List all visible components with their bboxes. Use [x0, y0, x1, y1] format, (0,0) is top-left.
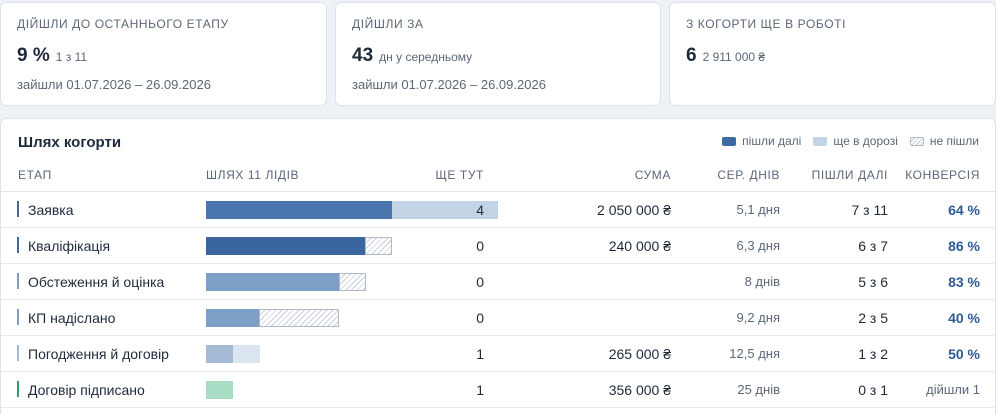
legend-swatch-left [909, 136, 924, 146]
legend-moved-on: пішли далі [722, 134, 801, 148]
still-here-count: 0 [476, 238, 484, 254]
table-row[interactable]: Заявка 4 2 050 000 ₴ 5,1 дня 7 з 11 64 % [1, 192, 996, 228]
table-row[interactable]: КП надіслано 0 9,2 дня 2 з 5 40 % [1, 300, 996, 336]
kpi-title: З когорти ще в роботі [686, 17, 847, 31]
still-here-count: 1 [476, 346, 484, 362]
kpi-card-last-stage: Дійшли до останнього етапу 9 % 1 з 11 за… [0, 2, 327, 106]
path-bar [206, 237, 392, 255]
moved-on-count: 7 з 11 [851, 202, 888, 218]
stage-marker [17, 309, 19, 325]
moved-on-count: 5 з 6 [858, 274, 888, 290]
bar-segment-moved-on [206, 201, 392, 219]
kpi-date-range: зайшли 01.07.2026 – 26.09.2026 [352, 77, 546, 92]
path-bar [206, 273, 366, 291]
stage-marker [17, 345, 19, 361]
header-stage: Етап [18, 168, 52, 182]
stage-marker [17, 237, 19, 253]
moved-on-count: 0 з 1 [858, 382, 888, 398]
bar-segment-moved-on [206, 237, 365, 255]
bar-segment-on-the-way [206, 381, 233, 399]
sum-value: 356 000 ₴ [608, 382, 671, 398]
avg-days: 8 днів [744, 274, 780, 289]
header-path: Шлях 11 лідів [206, 168, 300, 182]
moved-on-count: 1 з 2 [858, 346, 888, 362]
still-here-count: 4 [476, 202, 484, 218]
kpi-sub: 1 з 11 [55, 50, 88, 64]
moved-on-count: 2 з 5 [858, 310, 888, 326]
conversion-value: дійшли 1 [926, 382, 980, 397]
conversion-value: 40 % [948, 310, 980, 326]
still-here-count: 0 [476, 274, 484, 290]
table-row[interactable]: Обстеження й оцінка 0 8 днів 5 з 6 83 % [1, 264, 996, 300]
path-bar [206, 345, 260, 363]
legend-label: пішли далі [742, 134, 802, 148]
conversion-value: 86 % [948, 238, 980, 254]
avg-days: 12,5 дня [729, 346, 780, 361]
legend-swatch-moved-on [722, 136, 737, 146]
still-here-count: 0 [476, 310, 484, 326]
header-days: Сер. днів [717, 168, 780, 182]
bar-segment-moved-on [206, 273, 339, 291]
bar-segment-moved-on [206, 309, 259, 327]
cohort-path-panel: Шлях когорти пішли далі ще в дорозі не п… [0, 118, 996, 414]
path-bar [206, 201, 498, 219]
kpi-title: Дійшли за [352, 17, 424, 31]
bar-segment-on-the-way [233, 345, 260, 363]
header-sum: Сума [634, 168, 671, 182]
header-moved: Пішли далі [811, 168, 888, 182]
stage-name: Договір підписано [28, 382, 145, 398]
avg-days: 25 днів [737, 382, 780, 397]
stage-marker [17, 381, 19, 397]
bar-segment-on-the-way [392, 201, 498, 219]
path-bar [206, 381, 233, 399]
stage-marker [17, 201, 19, 217]
still-here-count: 1 [476, 382, 484, 398]
kpi-value: 43 [352, 45, 374, 66]
table-row[interactable]: Погодження й договір 1 265 000 ₴ 12,5 дня 1 … [1, 336, 996, 372]
legend-on-the-way: ще в дорозі [813, 134, 898, 148]
legend: пішли далі ще в дорозі не пішли [722, 134, 979, 148]
path-bar [206, 309, 339, 327]
moved-on-count: 6 з 7 [858, 238, 888, 254]
legend-label: не пішли [929, 134, 979, 148]
panel-title: Шлях когорти [18, 134, 122, 151]
conversion-value: 64 % [948, 202, 980, 218]
conversion-value: 50 % [948, 346, 980, 362]
bar-segment-moved-on [206, 345, 233, 363]
sum-value: 240 000 ₴ [608, 238, 671, 254]
stage-name: Погодження й договір [28, 346, 169, 362]
avg-days: 5,1 дня [736, 202, 781, 217]
legend-left: не пішли [909, 134, 979, 148]
stage-name: КП надіслано [28, 310, 116, 326]
kpi-value: 6 [686, 45, 697, 66]
kpi-title: Дійшли до останнього етапу [17, 17, 229, 31]
kpi-sub: 2 911 000 ₴ [702, 50, 766, 64]
kpi-sub: дн у середньому [379, 50, 473, 64]
stage-name: Заявка [28, 202, 74, 218]
kpi-card-avg-days: Дійшли за 43 дн у середньому зайшли 01.0… [335, 2, 661, 106]
table-row[interactable]: Договір підписано 1 356 000 ₴ 25 днів 0 з 1 д… [1, 372, 996, 408]
header-here: Ще тут [435, 168, 484, 182]
bar-segment-left [339, 273, 366, 291]
legend-label: ще в дорозі [833, 134, 898, 148]
table-header: Етап Шлях 11 лідів Ще тут Сума Сер. днів… [1, 166, 996, 192]
header-conversion: Конверсія [905, 168, 980, 182]
bar-segment-left [259, 309, 339, 327]
kpi-card-in-progress: З когорти ще в роботі 6 2 911 000 ₴ [669, 2, 996, 106]
avg-days: 9,2 дня [736, 310, 781, 325]
kpi-date-range: зайшли 01.07.2026 – 26.09.2026 [17, 77, 211, 92]
avg-days: 6,3 дня [736, 238, 781, 253]
table-row[interactable]: Кваліфікація 0 240 000 ₴ 6,3 дня 6 з 7 86 % [1, 228, 996, 264]
sum-value: 2 050 000 ₴ [597, 202, 671, 218]
stage-marker [17, 273, 19, 289]
conversion-value: 83 % [948, 274, 980, 290]
kpi-value: 9 % [17, 45, 50, 66]
stage-name: Кваліфікація [28, 238, 111, 254]
sum-value: 265 000 ₴ [608, 346, 671, 362]
bar-segment-left [365, 237, 392, 255]
legend-swatch-on-the-way [813, 136, 828, 146]
stage-name: Обстеження й оцінка [28, 274, 165, 290]
